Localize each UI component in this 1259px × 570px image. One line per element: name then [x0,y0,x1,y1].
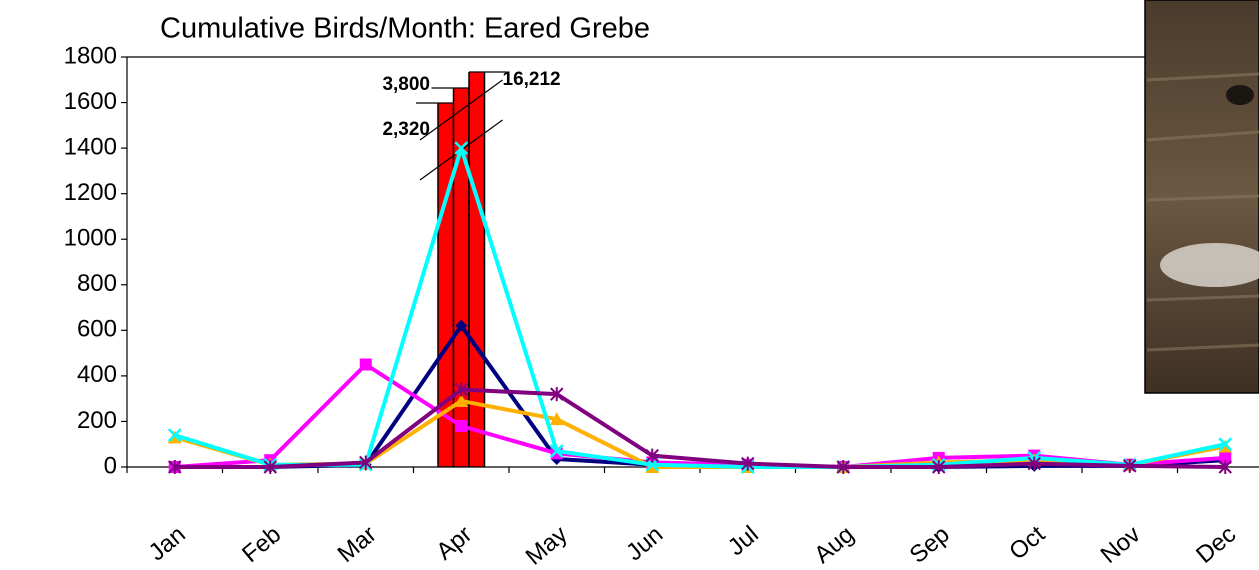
x-tick-label: Dec [1191,521,1241,569]
x-tick-label: Oct [1004,521,1050,566]
y-tick-label: 800 [77,270,117,297]
bar-value-label: 16,212 [503,69,561,90]
chart: Cumulative Birds/Month: Eared Grebe 0 200… [0,0,1259,570]
marker [360,359,372,371]
y-tick-label: 600 [77,316,117,343]
y-tick-label: 200 [77,407,117,434]
marker [455,420,467,432]
x-tick-label: Feb [237,521,286,568]
x-tick-label: Jun [621,521,668,567]
photo [1145,0,1259,393]
series-line [175,390,1226,467]
x-tick-label: Aug [809,521,859,569]
x-tick-label: May [521,521,573,570]
y-tick-label: 400 [77,361,117,388]
bar [469,0,485,467]
y-tick-label: 0 [104,452,117,479]
x-tick-label: Sep [905,521,955,569]
x-tick-label: Mar [333,521,382,568]
bar-value-label: 2,320 [382,119,430,140]
y-tick-label: 1400 [64,133,117,160]
x-tick-label: Jul [723,521,764,561]
y-tick-label: 1200 [64,179,117,206]
series-line [175,148,1226,467]
chart-title: Cumulative Birds/Month: Eared Grebe [160,13,650,45]
x-tick-label: Nov [1096,521,1146,569]
bar-value-label: 3,800 [382,74,430,95]
series-line [175,365,1226,468]
x-tick-label: Jan [144,521,191,567]
y-tick-label: 1600 [64,88,117,115]
x-tick-label: Apr [431,521,477,566]
y-tick-label: 1000 [64,225,117,252]
y-tick-label: 1800 [64,42,117,69]
